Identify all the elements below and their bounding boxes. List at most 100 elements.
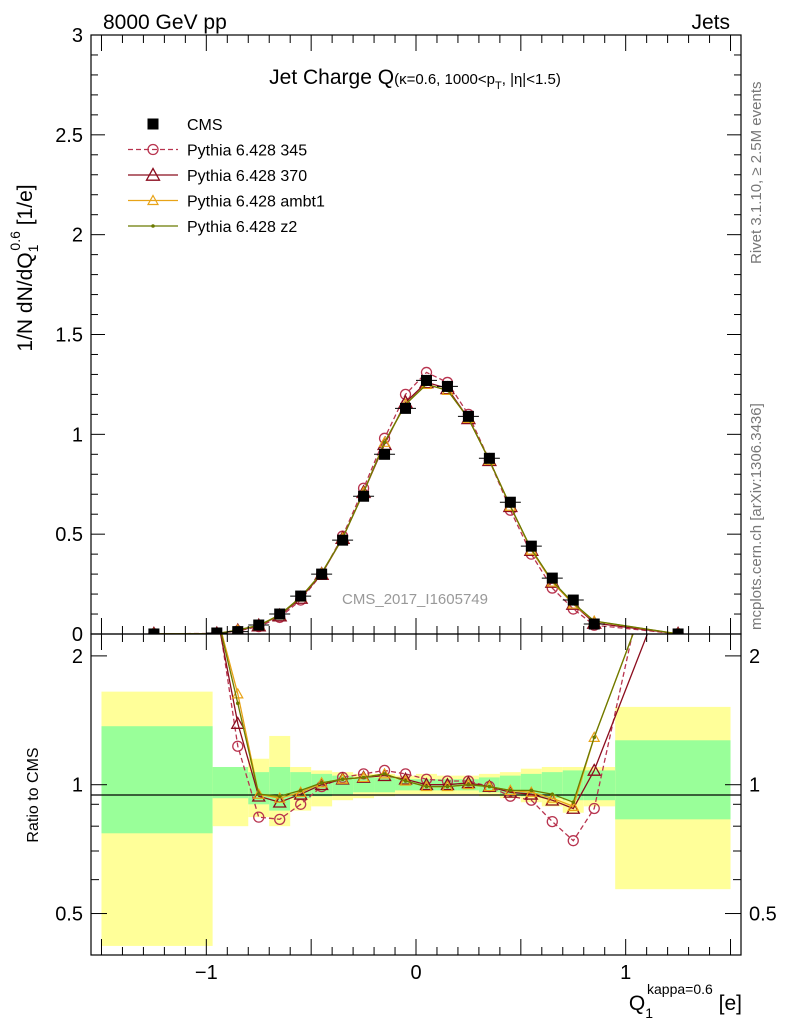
legend-label-z2: Pythia 6.428 z2 xyxy=(187,219,297,236)
main-series-cms xyxy=(143,374,689,634)
chart-title-sub: (κ=0.6, 1000<p xyxy=(394,71,495,88)
ratio-point-z2 xyxy=(382,772,387,776)
legend-entry-cms: CMS xyxy=(147,117,223,134)
ratio-point-p345 xyxy=(567,835,579,847)
main-y-tick-label: 0.5 xyxy=(55,524,83,546)
main-point-cms xyxy=(588,618,600,630)
ratio-point-ambt1 xyxy=(252,788,265,799)
main-y-tick-label: 1 xyxy=(72,424,83,446)
ratio-line-p345 xyxy=(220,634,634,842)
header-right: Jets xyxy=(691,11,730,34)
chart-title-subscript: T xyxy=(495,80,502,92)
chart-title: Jet Charge Q(κ=0.6, 1000<pT, |η|<1.5) xyxy=(269,66,561,92)
legend-marker-z2 xyxy=(151,224,155,228)
main-point-cms xyxy=(379,448,391,460)
ratio-point-ambt1 xyxy=(546,791,559,803)
main-y-axis-label-main: 1/N dN/dQ xyxy=(14,252,37,351)
main-y-axis-label-sup: 0.6 xyxy=(7,231,23,251)
ratio-point-ambt1 xyxy=(273,791,286,803)
main-point-cms xyxy=(148,628,160,634)
ratio-y-tick-label-left: 1 xyxy=(72,775,83,797)
main-point-cms xyxy=(441,380,453,392)
main-point-cms xyxy=(672,628,684,634)
ratio-point-p370 xyxy=(461,775,476,789)
rivet-label: Rivet 3.1.10, ≥ 2.5M events xyxy=(748,82,765,265)
legend-marker-ambt1 xyxy=(146,194,160,206)
ratio-point-p370 xyxy=(440,777,455,791)
main-plot-series xyxy=(143,366,689,634)
ratio-point-p345 xyxy=(232,740,244,752)
ratio-band-inner xyxy=(212,766,249,799)
legend-entry-z2: Pythia 6.428 z2 xyxy=(128,219,297,236)
ratio-y-tick-label-left: 0.5 xyxy=(55,904,83,926)
main-point-cms xyxy=(400,402,412,414)
ratio-point-z2 xyxy=(445,784,450,789)
x-axis-label-sub: 1 xyxy=(645,1005,653,1021)
main-y-tick-label: 2 xyxy=(72,225,83,247)
legend-label-p370: Pythia 6.428 370 xyxy=(187,168,307,185)
ratio-band-inner xyxy=(615,740,731,820)
ratio-point-z2 xyxy=(256,792,261,797)
main-point-cms xyxy=(358,490,370,502)
ratio-point-z2 xyxy=(571,800,576,805)
ratio-point-z2 xyxy=(592,735,597,740)
ratio-point-z2 xyxy=(340,777,345,782)
ratio-band-inner xyxy=(562,770,584,801)
main-point-cms xyxy=(316,568,328,580)
main-y-tick-label: 1.5 xyxy=(55,325,83,347)
main-point-cms xyxy=(504,496,516,508)
ratio-point-ambt1 xyxy=(525,786,538,797)
ratio-point-z2 xyxy=(319,781,324,785)
main-y-axis-label: 1/N dN/dQ10.6 [1/e] xyxy=(7,184,41,351)
x-tick-label: 1 xyxy=(620,962,631,984)
ratio-point-ambt1 xyxy=(462,778,475,790)
analysis-watermark: CMS_2017_I1605749 xyxy=(342,591,488,608)
legend-label-cms: CMS xyxy=(187,117,223,134)
main-line-p345 xyxy=(153,371,679,634)
x-axis-label-sup: kappa=0.6 xyxy=(647,981,713,997)
ratio-point-p370 xyxy=(419,777,434,791)
main-point-cms xyxy=(253,619,265,631)
ratio-point-p345 xyxy=(274,813,286,825)
x-axis-label-main: Q xyxy=(629,992,645,1015)
x-tick-label: 0 xyxy=(410,962,421,984)
ratio-point-z2 xyxy=(487,784,492,789)
ratio-point-z2 xyxy=(277,794,282,799)
ratio-point-z2 xyxy=(235,701,240,706)
mcplots-label: mcplots.cern.ch [arXiv:1306.3436] xyxy=(748,403,765,630)
ratio-point-z2 xyxy=(466,782,471,787)
plot-axes: 0 0.5 1 1.5 2 2.5 3 −1 0 1 0.5 0.5 1 1 2 2 xyxy=(55,25,777,984)
ratio-band-inner xyxy=(541,772,563,799)
ratio-point-p370 xyxy=(230,716,245,729)
legend-label-ambt1: Pythia 6.428 ambt1 xyxy=(187,194,325,211)
main-point-cms xyxy=(420,374,432,386)
ratio-point-p345 xyxy=(588,802,600,815)
main-point-cms xyxy=(232,626,244,634)
main-y-axis-label-sub: 1 xyxy=(25,244,41,252)
main-point-cms xyxy=(525,540,537,552)
ratio-point-z2 xyxy=(529,788,534,793)
ratio-point-ambt1 xyxy=(588,731,601,742)
ratio-y-tick-label-right: 1 xyxy=(749,775,760,797)
main-point-cms xyxy=(546,572,558,584)
ratio-point-z2 xyxy=(298,788,303,793)
legend-marker-p370 xyxy=(145,167,161,181)
chart-title-main: Jet Charge Q xyxy=(269,66,394,89)
ratio-y-tick-label-left: 2 xyxy=(72,646,83,668)
legend-entry-p370: Pythia 6.428 370 xyxy=(128,167,307,185)
ratio-point-p345 xyxy=(525,794,537,806)
ratio-point-ambt1 xyxy=(567,800,580,811)
ratio-point-ambt1 xyxy=(294,786,307,797)
x-axis-label: Q1 kappa=0.6 [e] xyxy=(629,981,742,1021)
legend-entry-p345: Pythia 6.428 345 xyxy=(128,143,307,160)
ratio-point-p345 xyxy=(546,815,558,828)
ratio-y-tick-label-right: 2 xyxy=(749,646,760,668)
main-point-cms xyxy=(274,608,286,620)
ratio-uncertainty-bands xyxy=(101,691,731,946)
ratio-point-p345 xyxy=(253,811,265,823)
main-y-tick-label: 0 xyxy=(72,624,83,646)
legend-marker-cms xyxy=(147,118,159,130)
ratio-plot-series xyxy=(219,634,649,847)
main-y-axis-label-tail: [1/e] xyxy=(14,184,37,231)
main-y-tick-label: 2.5 xyxy=(55,125,83,147)
